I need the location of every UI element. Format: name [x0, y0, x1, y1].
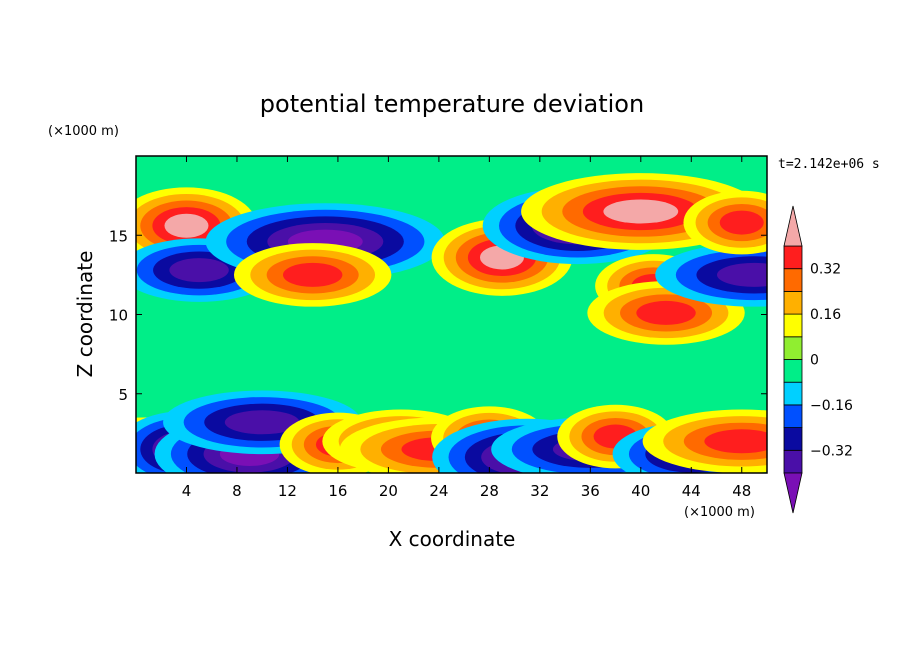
y-unit-label: (×1000 m) [48, 124, 119, 139]
x-tick-label: 32 [530, 482, 549, 500]
x-tick-label: 20 [379, 482, 398, 500]
colorbar-bin [783, 381, 803, 406]
colorbar-bin [783, 290, 803, 315]
plot-area [136, 156, 767, 473]
contour-region [169, 258, 229, 283]
colorbar-label: −0.32 [810, 443, 853, 459]
y-tick-label: 15 [109, 227, 128, 245]
contour-region [704, 429, 767, 454]
colorbar-bin [783, 359, 803, 383]
colorbar-bin [783, 427, 803, 451]
colorbar-bin [783, 313, 803, 338]
contour-region [164, 213, 209, 238]
colorbar-bin [783, 268, 803, 292]
x-axis-label: X coordinate [389, 527, 516, 551]
contour-region [282, 262, 343, 287]
y-axis-label: Z coordinate [73, 251, 97, 378]
colorbar-label: 0.32 [810, 262, 841, 278]
x-tick-label: 36 [581, 482, 600, 500]
contour-region [636, 300, 696, 325]
x-tick-label: 44 [682, 482, 701, 500]
y-axis-ticks: 5 10 15 [109, 227, 767, 404]
colorbar-bin [783, 449, 803, 474]
colorbar-label: 0 [810, 353, 819, 369]
x-axis-ticks: 4 8 12 16 20 24 28 32 36 40 44 48 [182, 156, 751, 500]
x-tick-label: 4 [182, 482, 192, 500]
x-unit-label: (×1000 m) [684, 505, 755, 520]
x-tick-label: 28 [480, 482, 499, 500]
colorbar-bin [783, 404, 803, 428]
colorbar-label: −0.16 [810, 398, 853, 414]
x-tick-label: 12 [278, 482, 297, 500]
x-tick-label: 40 [631, 482, 650, 500]
colorbar-extend-top [783, 205, 803, 247]
colorbar-bin [783, 245, 803, 270]
time-label: t=2.142e+06 s [778, 157, 880, 172]
contour-field [136, 173, 767, 473]
x-tick-label: 16 [328, 482, 347, 500]
colorbar: 0.32 0.16 0 −0.16 −0.32 [783, 205, 853, 514]
colorbar-label: 0.16 [810, 307, 841, 323]
x-tick-label: 24 [429, 482, 448, 500]
x-tick-label: 8 [232, 482, 242, 500]
colorbar-extend-bottom [783, 472, 803, 514]
colorbar-bin [783, 336, 803, 360]
y-tick-label: 5 [118, 386, 128, 404]
chart-title: potential temperature deviation [260, 90, 644, 118]
contour-region [716, 262, 767, 287]
contour-region [603, 199, 679, 224]
y-tick-label: 10 [109, 307, 128, 325]
x-tick-label: 48 [732, 482, 751, 500]
contour-region [224, 410, 300, 435]
contour-region [719, 210, 764, 235]
